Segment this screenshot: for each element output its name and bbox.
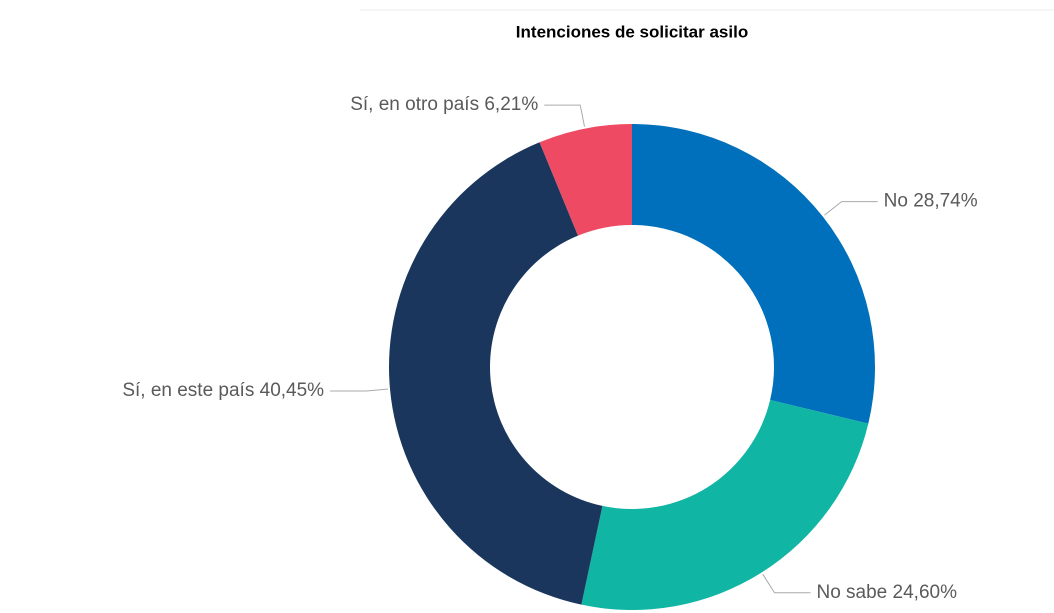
category-name: Sí, en este país [122, 380, 254, 401]
chart-title: Intenciones de solicitar asilo [516, 22, 748, 41]
slice-label: Sí, en este país 40,45% [122, 380, 324, 401]
leader-line [824, 201, 878, 216]
category-name: No sabe [816, 582, 887, 603]
value-label: 24,60% [893, 582, 958, 603]
slice [539, 124, 632, 236]
slice [581, 400, 869, 611]
value-label: 40,45% [260, 380, 325, 401]
value-label: 6,21% [484, 94, 538, 115]
category-name: Sí, en otro país [350, 94, 479, 115]
slice [389, 142, 603, 605]
slice-label: Sí, en otro país 6,21% [350, 94, 538, 115]
leader-line [544, 104, 585, 127]
value-label: 28,74% [913, 191, 978, 212]
category-name: No [884, 191, 908, 212]
slice [632, 124, 875, 424]
slice-label: No sabe 24,60% [816, 582, 957, 603]
leader-line [762, 573, 811, 594]
leader-line [330, 388, 389, 392]
slice-label: No 28,74% [884, 191, 978, 212]
